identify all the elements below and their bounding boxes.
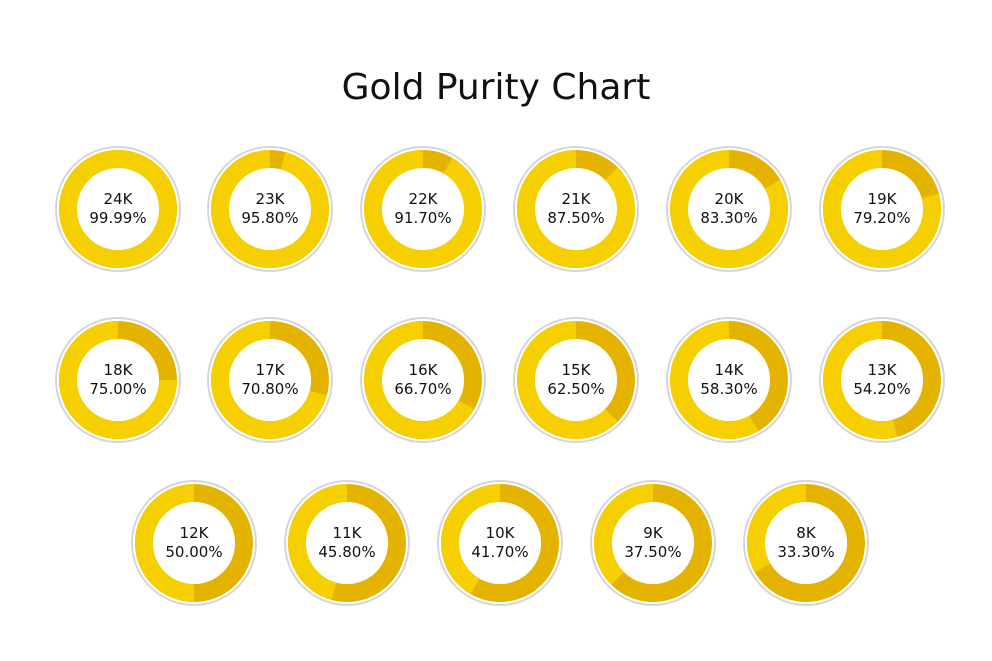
- donut-center: [841, 339, 923, 421]
- donut-purity-slice: [58, 150, 177, 268]
- donut-purity-slice: [363, 321, 475, 440]
- donut-percent-label: 70.80%: [241, 380, 298, 398]
- donut-center: [459, 502, 541, 584]
- donut-percent-label: 50.00%: [165, 543, 222, 561]
- donut-center: [688, 339, 770, 421]
- donut-purity-slice: [670, 321, 759, 439]
- donut-karat-label: 24K: [104, 190, 134, 208]
- donut-purity-slice: [593, 484, 653, 585]
- donut-karat-label: 18K: [104, 361, 134, 379]
- donut-karat-label: 23K: [256, 190, 286, 208]
- donut-percent-label: 62.50%: [547, 380, 604, 398]
- donut-center: [612, 502, 694, 584]
- donut-purity-slice: [211, 149, 330, 268]
- donut-purity-slice: [211, 321, 327, 439]
- donut-karat-label: 20K: [715, 190, 745, 208]
- donut-purity-slice: [823, 150, 941, 269]
- donut-center: [77, 168, 159, 250]
- donut-karat-label: 22K: [409, 190, 439, 208]
- donut-grid: 24K99.99%23K95.80%22K91.70%21K87.50%20K8…: [55, 146, 945, 606]
- donut-purity-slice: [288, 484, 347, 600]
- donut-karat-label: 8K: [796, 524, 817, 542]
- donut-percent-label: 95.80%: [241, 209, 298, 227]
- donut-purity-slice: [517, 150, 636, 268]
- donut-center: [535, 339, 617, 421]
- donut-percent-label: 83.30%: [700, 209, 757, 227]
- donut-percent-label: 58.30%: [700, 380, 757, 398]
- donut-center: [229, 339, 311, 421]
- donut-purity-slice: [669, 150, 788, 268]
- donut-karat-label: 16K: [409, 361, 439, 379]
- donut-center: [382, 168, 464, 250]
- donut-karat-label: 17K: [256, 361, 286, 379]
- donut-karat-label: 19K: [868, 190, 898, 208]
- donut-karat-label: 15K: [562, 361, 592, 379]
- donut-purity-slice: [747, 483, 806, 573]
- donut-purity-slice: [135, 484, 194, 602]
- donut-karat-label: 9K: [643, 524, 664, 542]
- donut-center: [77, 339, 159, 421]
- donut-percent-label: 54.20%: [853, 380, 910, 398]
- donut-purity-slice: [441, 484, 500, 595]
- donut-purity-slice: [363, 150, 482, 269]
- donut-percent-label: 37.50%: [624, 543, 681, 561]
- donut-center: [765, 502, 847, 584]
- donut-percent-label: 45.80%: [318, 543, 375, 561]
- chart-title: Gold Purity Chart: [342, 67, 651, 108]
- donut-karat-label: 14K: [715, 361, 745, 379]
- donut-center: [841, 168, 923, 250]
- donut-center: [153, 502, 235, 584]
- donut-center: [382, 339, 464, 421]
- donut-center: [688, 168, 770, 250]
- donut-percent-label: 79.20%: [853, 209, 910, 227]
- donut-percent-label: 33.30%: [777, 543, 834, 561]
- donut-percent-label: 91.70%: [394, 209, 451, 227]
- donut-percent-label: 41.70%: [471, 543, 528, 561]
- donut-karat-label: 21K: [562, 190, 592, 208]
- donut-karat-label: 11K: [333, 524, 363, 542]
- donut-percent-label: 99.99%: [89, 209, 146, 227]
- donut-percent-label: 66.70%: [394, 380, 451, 398]
- donut-karat-label: 13K: [868, 361, 898, 379]
- donut-purity-slice: [517, 321, 618, 440]
- donut-percent-label: 87.50%: [547, 209, 604, 227]
- donut-center: [306, 502, 388, 584]
- donut-center: [535, 168, 617, 250]
- donut-karat-label: 12K: [180, 524, 210, 542]
- donut-purity-slice: [59, 321, 177, 439]
- donut-karat-label: 10K: [486, 524, 516, 542]
- donut-center: [229, 168, 311, 250]
- donut-purity-slice: [823, 321, 898, 439]
- donut-percent-label: 75.00%: [89, 380, 146, 398]
